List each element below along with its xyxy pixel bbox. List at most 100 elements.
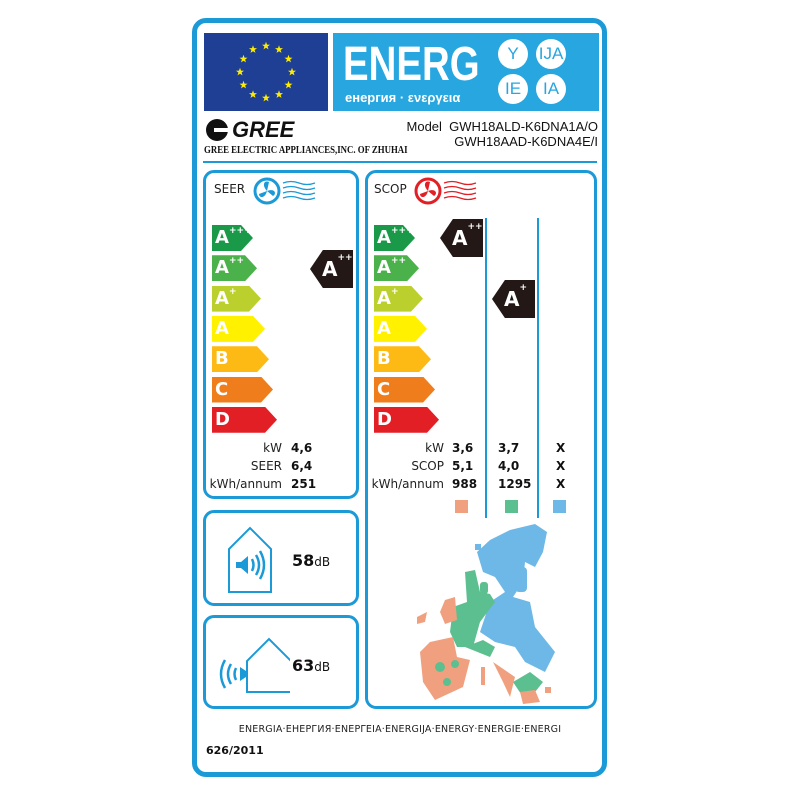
energy-class-letter: B — [377, 348, 391, 370]
energy-class-letter: C — [377, 378, 391, 400]
divider — [203, 161, 597, 163]
eu-star — [239, 80, 248, 89]
scop-label-kwh: kWh/annum — [371, 477, 444, 491]
suffix-ija: IJA — [536, 39, 566, 69]
energy-class-letter: A — [215, 287, 229, 309]
seer-label-seer: SEER — [250, 459, 282, 473]
energy-class-letter: D — [215, 408, 230, 430]
energy-class-letter: A — [377, 317, 391, 339]
eu-star — [262, 93, 270, 102]
indoor-noise-panel — [203, 510, 359, 606]
outdoor-db-unit: dB — [314, 660, 331, 674]
scop-value: X — [556, 459, 566, 473]
energy-class-bar: A — [212, 316, 265, 342]
suffix-ie: IE — [498, 74, 528, 104]
outdoor-noise-house-icon — [219, 637, 290, 693]
energy-class-plus: ++ — [390, 256, 407, 267]
scop-rating-sup: +++ — [467, 222, 491, 232]
scop-label-scop: SCOP — [411, 459, 444, 473]
outdoor-db-number: 63 — [292, 656, 315, 675]
outdoor-noise-panel — [203, 615, 359, 709]
indoor-noise-house-icon — [228, 526, 272, 593]
eu-star — [284, 80, 293, 89]
eu-star — [239, 54, 248, 63]
scop-title: SCOP — [374, 182, 407, 196]
regulation-number: 626/2011 — [206, 744, 264, 757]
energy-class-plus: +++ — [390, 226, 414, 236]
indoor-db-unit: dB — [314, 555, 331, 569]
seer-panel — [203, 170, 359, 499]
model-indoor: GWH18AAD-K6DNA4E/I — [454, 134, 598, 149]
languages-footer: ENERGIA·ЕНЕРГИЯ·ΕΝΕΡΓΕΙΑ·ENERGIJA·ENERGY… — [238, 724, 562, 735]
energy-class-letter: A — [377, 287, 391, 309]
model-label: Model — [406, 119, 442, 134]
brand-name: GREE — [232, 117, 295, 142]
outdoor-noise-value: 63dB — [292, 656, 330, 675]
scop-value: X — [556, 477, 566, 491]
energy-class-letter: A — [377, 227, 391, 248]
energy-class-letter: A — [215, 227, 229, 248]
energy-class-bar: C — [212, 377, 273, 403]
heating-fan-icon — [414, 177, 477, 205]
eu-star — [284, 54, 293, 63]
model-info: Model GWH18ALD-K6DNA1A/O GWH18AAD-K6DNA4… — [400, 119, 598, 149]
energy-subtitle: енергия · ενεργεια — [345, 90, 461, 105]
energy-class-bar: D — [374, 407, 439, 433]
indoor-noise-value: 58dB — [292, 551, 330, 570]
eu-star — [249, 45, 257, 53]
energy-class-bar: A+ — [212, 286, 261, 312]
eu-star — [249, 90, 257, 98]
cooling-fan-icon — [253, 177, 316, 205]
energy-class-letter: A — [215, 257, 229, 279]
climate-zone-swatch — [505, 500, 518, 513]
model-outdoor: GWH18ALD-K6DNA1A/O — [449, 119, 598, 134]
scop-label-kw: kW — [425, 441, 444, 455]
seer-label-kwh: kWh/annum — [209, 477, 282, 491]
column-divider — [485, 218, 487, 518]
energy-class-plus: +++ — [228, 226, 252, 236]
scop-value: 4,0 — [498, 459, 520, 473]
europe-climate-map — [417, 524, 555, 704]
eu-star — [275, 45, 283, 53]
indoor-db-number: 58 — [292, 551, 315, 570]
climate-zone-swatch — [455, 500, 468, 513]
energy-class-bar: B — [374, 346, 431, 372]
scop-rating-sup: + — [519, 283, 528, 293]
energy-class-bar: A+ — [374, 286, 423, 312]
energy-class-bar: C — [374, 377, 435, 403]
column-divider — [537, 218, 539, 518]
seer-rating-class: A — [322, 257, 338, 281]
energy-class-bar: D — [212, 407, 277, 433]
energy-banner: ENERG енергия · ενεργεια Y IJA IE IA — [333, 33, 599, 111]
eu-stars-icon — [236, 41, 296, 102]
scop-value: 1295 — [498, 477, 532, 491]
seer-rating-sup: ++ — [337, 253, 353, 263]
energy-class-plus: + — [390, 286, 399, 297]
energy-class-plus: ++ — [228, 256, 245, 267]
suffix-ia: IA — [536, 74, 566, 104]
energy-class-letter: A — [215, 317, 229, 339]
company-name: GREE ELECTRIC APPLIANCES,INC. OF ZHUHAI — [204, 145, 408, 156]
eu-star — [262, 41, 270, 50]
energy-class-bar: B — [212, 346, 269, 372]
scop-rating-class: A — [452, 226, 468, 250]
seer-kw: 4,6 — [291, 441, 313, 455]
eu-star — [275, 90, 283, 98]
scop-value: 5,1 — [452, 459, 474, 473]
eu-flag — [204, 33, 328, 111]
energy-class-plus: + — [228, 286, 237, 297]
eu-star — [236, 67, 244, 76]
scop-panel — [365, 170, 597, 709]
energy-class-letter: A — [377, 257, 391, 279]
climate-zone-swatch — [553, 500, 566, 513]
brand-logo: GREE — [206, 117, 294, 143]
seer-kwh: 251 — [291, 477, 317, 491]
suffix-y: Y — [498, 39, 528, 69]
eu-star — [288, 67, 296, 76]
gree-logo-icon — [206, 119, 228, 141]
scop-rating-class: A — [504, 287, 520, 311]
scop-value: 3,7 — [498, 441, 520, 455]
energy-class-letter: C — [215, 378, 229, 400]
energy-class-letter: D — [377, 408, 392, 430]
seer-label-kw: kW — [263, 441, 282, 455]
